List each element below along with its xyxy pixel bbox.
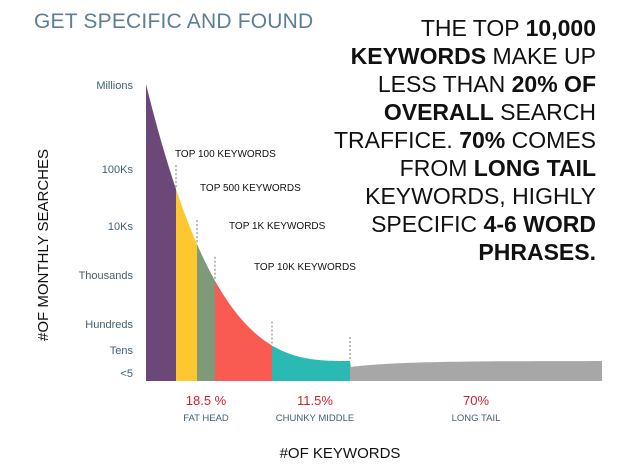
marker-label: TOP 10K KEYWORDS xyxy=(254,262,356,273)
y-axis-title: #OF MONTHLY SEARCHES xyxy=(35,149,52,341)
group-name: FAT HEAD xyxy=(183,413,229,424)
area-segment-5 xyxy=(350,361,602,381)
callout-text: THE TOP 10,000 KEYWORDS MAKE UP LESS THA… xyxy=(296,14,596,266)
callout-run: COMES FROM xyxy=(399,127,603,181)
marker-label: TOP 500 KEYWORDS xyxy=(200,183,301,194)
area-segment-4 xyxy=(272,345,350,381)
group-name: LONG TAIL xyxy=(452,413,501,424)
callout-run: 10,000 KEYWORDS xyxy=(350,15,596,69)
group-value: 11.5% xyxy=(297,393,333,408)
y-tick-label: 10Ks xyxy=(108,221,134,233)
y-tick-label: Tens xyxy=(110,345,134,357)
callout-run: THE TOP xyxy=(420,15,526,41)
callout-run: LONG TAIL xyxy=(473,155,596,181)
marker-label: TOP 1K KEYWORDS xyxy=(229,221,326,232)
area-segment-3 xyxy=(215,280,272,381)
group-name: CHUNKY MIDDLE xyxy=(276,413,354,424)
callout-run: KEYWORDS, HIGHLY SPECIFIC xyxy=(365,155,603,237)
callout-run: 20% OF OVERALL xyxy=(383,71,596,125)
group-value: 70% xyxy=(463,393,489,408)
callout-run: 70% xyxy=(459,127,506,153)
area-segment-0 xyxy=(146,84,176,381)
group-value: 18.5 % xyxy=(186,393,227,408)
callout-run: SEARCH TRAFFICE. xyxy=(333,99,602,153)
y-tick-label: Hundreds xyxy=(85,319,133,331)
y-tick-label: 100Ks xyxy=(102,164,134,176)
callout-run: MAKE UP LESS THAN xyxy=(377,43,603,97)
area-segment-2 xyxy=(197,244,215,381)
callout-run: 4-6 WORD PHRASES. xyxy=(478,211,596,265)
y-tick-label: <5 xyxy=(120,368,133,380)
y-tick-label: Thousands xyxy=(79,270,134,282)
x-axis-title: #OF KEYWORDS xyxy=(280,445,401,462)
page-heading: GET SPECIFIC AND FOUND xyxy=(34,10,314,33)
y-tick-label: Millions xyxy=(96,80,133,92)
marker-label: TOP 100 KEYWORDS xyxy=(175,149,276,160)
area-segment-1 xyxy=(176,189,197,381)
